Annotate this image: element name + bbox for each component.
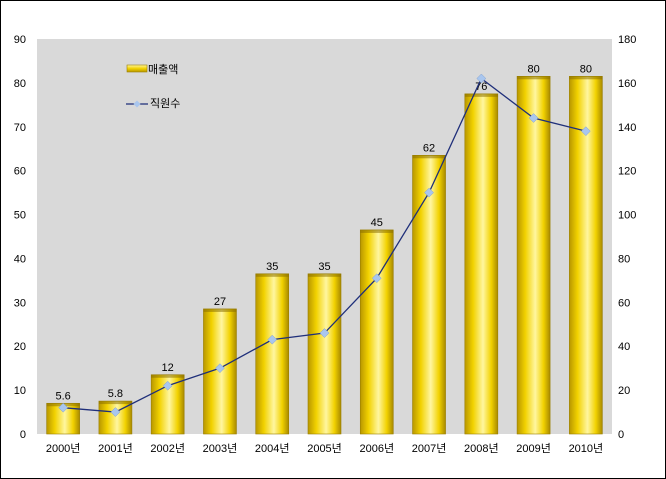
y-left-tick-label: 40 [14, 253, 26, 265]
x-tick-label: 2002년 [150, 442, 185, 455]
data-label: 35 [266, 261, 278, 273]
x-tick-label: 2006년 [359, 442, 394, 455]
line-point-2010년 [581, 126, 591, 137]
y-left-tick-label: 50 [14, 210, 26, 222]
x-tick-label: 2010년 [569, 442, 604, 455]
x-tick-label: 2008년 [464, 442, 499, 455]
line-point-2002년 [162, 380, 173, 391]
data-label: 35 [318, 261, 330, 273]
y-left-tick-label: 90 [14, 34, 26, 46]
data-label: 80 [580, 63, 592, 75]
bar-2004년 [255, 273, 290, 435]
y-left-tick-label: 80 [14, 78, 26, 90]
x-tick-label: 2003년 [203, 442, 238, 455]
line-point-2009년 [528, 113, 539, 123]
y-right-tick-label: 180 [618, 34, 636, 46]
legend-swatch-marker [133, 100, 141, 108]
x-tick-label: 2001년 [98, 442, 133, 455]
x-tick-label: 2009년 [516, 442, 551, 455]
bar-top-edge [412, 155, 446, 159]
y-left-tick-label: 10 [14, 385, 26, 397]
bar-2009년 [516, 76, 551, 435]
data-label: 62 [423, 142, 435, 154]
bar-2005년 [307, 273, 342, 435]
legend-label-line: 직원수 [150, 97, 180, 110]
bar-top-edge [464, 93, 498, 97]
y-left-tick-label: 30 [14, 297, 26, 309]
line-point-2004년 [267, 334, 278, 345]
data-label: 12 [162, 362, 174, 374]
line-point-2001년 [110, 407, 121, 417]
y-right-tick-label: 0 [618, 429, 624, 441]
line-point-2006년 [371, 273, 382, 284]
bar-top-edge [151, 374, 185, 378]
y-right-tick-label: 80 [618, 253, 630, 265]
y-right-tick-label: 20 [618, 385, 630, 397]
bar-top-edge [255, 273, 289, 277]
line-point-2000년 [58, 402, 68, 413]
bar-2008년 [464, 93, 499, 435]
y-right-tick-label: 160 [618, 78, 636, 90]
bar-top-edge [360, 229, 394, 233]
y-right-tick-label: 100 [618, 210, 636, 222]
legend-label-bar: 매출액 [148, 63, 178, 76]
x-tick-label: 2004년 [255, 442, 290, 455]
line-point-2008년 [476, 73, 487, 84]
y-left-tick-label: 60 [14, 166, 26, 178]
y-right-tick-label: 40 [618, 341, 630, 353]
bar-top-edge [569, 76, 603, 80]
bar-top-edge [98, 401, 132, 405]
line-point-2003년 [215, 363, 225, 374]
x-tick-label: 2000년 [46, 442, 81, 455]
bar-top-edge [308, 273, 341, 277]
y-right-tick-label: 120 [618, 166, 636, 178]
x-tick-label: 2007년 [412, 442, 447, 455]
data-label: 5.6 [55, 390, 70, 402]
data-label: 45 [371, 217, 383, 229]
line-point-2007년 [424, 187, 434, 198]
bar-top-edge [517, 76, 551, 80]
y-left-tick-label: 70 [14, 122, 26, 134]
y-right-tick-label: 140 [618, 122, 636, 134]
y-left-tick-label: 20 [14, 341, 26, 353]
legend: 매출액 직원수 [126, 63, 180, 110]
bar-top-edge [203, 308, 237, 312]
legend-swatch-bar [126, 64, 148, 73]
data-label: 80 [527, 63, 539, 75]
x-tick-label: 2005년 [307, 442, 342, 455]
y-left-tick-label: 0 [20, 429, 26, 441]
line-point-2005년 [319, 328, 330, 338]
data-label: 5.8 [108, 388, 123, 400]
bar-2007년 [412, 155, 446, 435]
y-right-tick-label: 60 [618, 297, 630, 309]
data-label: 27 [214, 296, 226, 308]
